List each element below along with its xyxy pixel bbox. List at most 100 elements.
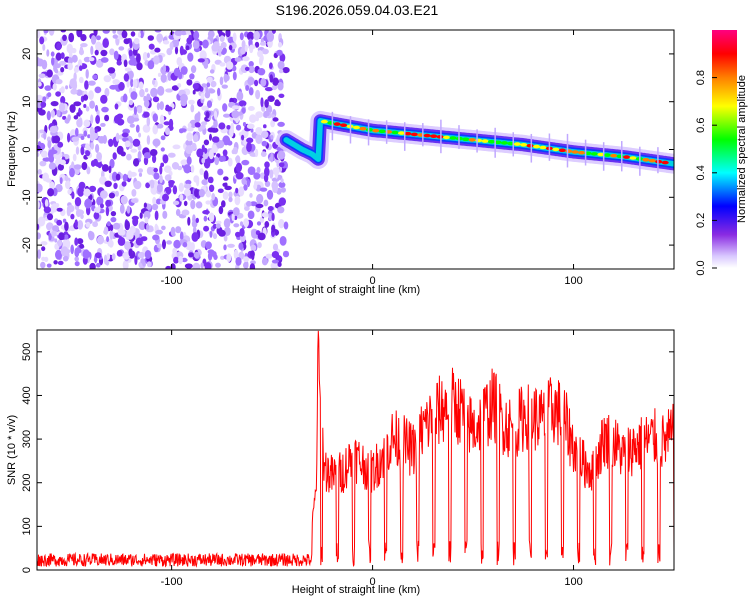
heatmap-noise-cell [183,188,191,197]
heatmap-noise-cell [67,132,71,143]
heatmap-noise-cell [142,51,148,62]
heatmap-noise-cell [249,250,255,258]
heatmap-noise-cell [64,118,70,124]
heatmap-noise-cell [67,189,72,195]
heatmap-noise-cell [126,115,135,125]
heatmap-noise-cell [154,47,161,53]
heatmap-noise-cell [49,181,55,191]
heatmap-noise-cell [88,185,97,193]
heatmap-noise-cell [218,45,223,53]
heatmap-noise-cell [103,226,109,235]
heatmap-noise-cell [271,84,278,91]
heatmap-noise-cell [270,152,274,163]
colorbar-gradient [712,30,737,268]
heatmap-noise-cell [143,202,147,208]
heatmap-noise-cell [278,93,285,99]
heatmap-noise-cell [201,157,206,164]
heatmap-noise-cell [190,164,195,173]
heatmap-noise-cell [179,231,184,241]
heatmap-noise-cell [123,59,128,68]
heatmap-noise-cell [131,189,137,197]
heatmap-noise-cell [172,144,181,150]
heatmap-noise-cell [235,124,242,131]
heatmap-noise-cell [107,67,116,74]
heatmap-noise-cell [165,186,172,195]
heatmap-noise-cell [42,44,46,51]
heatmap-noise-cell [249,114,257,123]
heatmap-noise-cell [204,147,208,154]
heatmap-noise-cell [37,169,42,175]
heatmap-noise-cell [126,205,131,214]
heatmap-noise-cell [152,196,157,205]
heatmap-hot-spot [436,135,444,139]
heatmap-noise-cell [187,122,192,128]
heatmap-noise-cell [60,246,69,257]
heatmap-noise-cell [172,200,180,206]
heatmap-noise-cell [88,80,96,86]
heatmap-noise-cell [56,207,63,212]
heatmap-noise-cell [270,262,279,269]
heatmap-noise-cell [204,262,212,269]
heatmap-noise-cell [226,253,232,262]
heatmap-noise-cell [255,134,263,145]
heatmap-noise-cell [69,167,75,178]
heatmap-noise-cell [228,44,233,51]
heatmap-noise-cell [96,35,101,41]
heatmap-noise-cell [186,132,193,142]
snr-y-axis: 0 100 200 300 400 500 [21,343,674,573]
snr-x-axis: -100 0 100 [161,330,583,588]
heatmap-noise-cell [100,94,108,104]
heatmap-noise-cell [277,121,285,127]
heatmap-noise-cell [260,78,267,87]
heatmap-noise-cell [222,155,226,162]
heatmap-noise-cell [66,204,75,213]
heatmap-noise-cell [170,226,176,237]
heatmap-noise-cell [247,166,256,175]
heatmap-noise-cell [197,58,205,63]
heatmap-hot-spot [642,158,650,162]
heatmap-hot-spot [552,147,560,152]
heatmap-noise-cell [54,63,61,69]
heatmap-noise-cell [97,235,104,245]
heatmap-noise-cell [71,191,75,200]
heatmap-noise-cell [102,38,109,48]
heatmap-y-axis: -20 -10 0 10 20 [21,48,674,253]
colorbar: 0.0 0.2 0.4 0.6 0.8 Normalized spectral ampl… [695,30,748,276]
heatmap-noise-cell [218,229,226,237]
heatmap-noise-cell [67,62,73,71]
heatmap-noise-cell [139,212,143,219]
heatmap-noise-cell [37,200,40,210]
heatmap-noise-cell [146,52,150,59]
heatmap-noise-cell [92,221,98,228]
heatmap-noise-cell [76,238,84,245]
heatmap-noise-cell [177,83,182,88]
y-tick-label: 200 [21,474,33,492]
heatmap-noise-cell [239,221,244,227]
heatmap-noise-cell [228,191,233,198]
heatmap-noise-cell [60,86,65,94]
heatmap-noise-cell [234,57,242,62]
heatmap-noise-cell [123,73,130,82]
heatmap-noise-cell [59,60,67,66]
heatmap-noise-cell [85,69,89,79]
heatmap-noise-cell [241,159,250,166]
heatmap-noise-cell [95,162,103,168]
heatmap-noise-cell [271,212,275,222]
heatmap-noise-cell [74,256,79,262]
heatmap-noise-cell [277,262,282,267]
heatmap-noise-cell [138,81,144,90]
heatmap-noise-cell [50,101,59,107]
heatmap-noise-cell [133,106,137,115]
heatmap-noise-cell [146,116,151,127]
heatmap-noise-cell [100,203,104,209]
heatmap-noise-cell [244,206,250,211]
heatmap-hot-spot [353,125,360,130]
heatmap-noise-cell [143,210,151,220]
heatmap-noise-cell [79,49,84,56]
heatmap-noise-cell [62,34,67,41]
heatmap-noise-cell [137,31,141,38]
heatmap-noise-cell [263,124,267,129]
snr-series-line [37,330,674,568]
heatmap-noise-cell [232,32,237,43]
